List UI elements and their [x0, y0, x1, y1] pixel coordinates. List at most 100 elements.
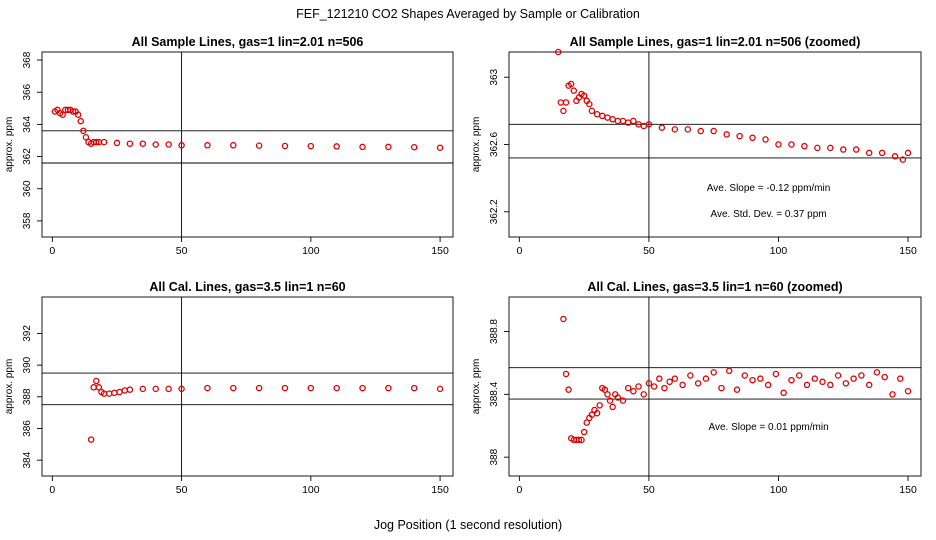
- data-point: [126, 386, 134, 393]
- y-tick-label: 388.4: [489, 381, 500, 406]
- data-point: [596, 402, 603, 409]
- x-tick-label: 0: [516, 484, 522, 496]
- data-point: [604, 391, 611, 398]
- data-point: [139, 140, 147, 147]
- x-tick-label: 50: [176, 245, 188, 257]
- data-point: [93, 138, 100, 146]
- data-point: [645, 380, 653, 387]
- x-tick-label: 100: [302, 484, 320, 496]
- data-point: [865, 149, 873, 157]
- data-point: [803, 381, 811, 389]
- y-tick-label: 366: [22, 83, 33, 100]
- data-point: [113, 139, 121, 147]
- panels: All Sample Lines, gas=1 lin=2.01 n=506 ap…: [4, 35, 922, 496]
- x-tick-label: 150: [431, 484, 449, 496]
- y-tick-label: 362.2: [489, 199, 500, 224]
- data-point: [697, 127, 704, 135]
- data-point: [77, 117, 85, 125]
- data-point: [656, 375, 663, 382]
- data-point: [630, 117, 637, 125]
- data-point: [788, 141, 795, 148]
- data-point: [865, 381, 873, 389]
- figure-title: FEF_121210 CO2 Shapes Averaged by Sample…: [296, 7, 640, 21]
- y-axis-label: approx. ppm: [471, 117, 482, 173]
- data-point: [635, 383, 642, 390]
- data-point: [666, 378, 673, 386]
- data-point: [757, 375, 764, 382]
- data-point: [904, 387, 912, 395]
- data-point: [567, 80, 575, 88]
- data-point: [436, 385, 444, 393]
- data-point: [385, 143, 392, 151]
- data-point: [307, 142, 315, 150]
- data-point: [741, 372, 749, 379]
- data-point: [645, 121, 653, 128]
- data-point: [723, 131, 730, 138]
- y-tick-label: 386: [22, 420, 33, 437]
- data-point: [152, 385, 159, 393]
- data-point: [410, 143, 418, 151]
- data-point: [575, 436, 583, 444]
- x-tick-label: 0: [516, 245, 522, 257]
- data-point: [333, 384, 340, 392]
- data-point: [726, 367, 733, 375]
- y-tick-label: 390: [22, 356, 33, 373]
- data-point: [139, 385, 147, 393]
- x-tick-label: 50: [176, 484, 188, 496]
- data-point: [780, 389, 787, 397]
- data-point: [126, 140, 134, 147]
- data-point: [307, 384, 315, 392]
- chart-panel-1: All Sample Lines, gas=1 lin=2.01 n=506 ap…: [4, 35, 454, 257]
- x-tick-label: 50: [643, 484, 655, 496]
- data-point: [580, 428, 588, 436]
- data-point: [671, 375, 679, 382]
- y-axis-label: approx. ppm: [4, 117, 15, 173]
- data-point: [609, 403, 616, 411]
- data-point: [811, 375, 819, 382]
- data-point: [165, 141, 172, 148]
- data-point: [762, 136, 769, 143]
- x-tick-label: 150: [431, 245, 449, 257]
- data-point: [702, 375, 710, 382]
- x-tick-label: 0: [49, 245, 55, 257]
- data-point: [333, 143, 340, 150]
- data-point: [624, 384, 632, 392]
- data-point: [619, 397, 627, 404]
- data-point: [661, 384, 668, 392]
- y-axis-label: approx. ppm: [471, 359, 482, 415]
- data-point: [650, 383, 658, 390]
- data-point: [82, 134, 90, 141]
- data-point: [775, 141, 782, 148]
- data-point: [840, 146, 847, 153]
- data-point: [904, 149, 912, 157]
- data-point: [230, 142, 237, 149]
- data-point: [899, 156, 907, 163]
- x-tick-label: 100: [302, 245, 320, 257]
- data-point: [255, 384, 263, 392]
- data-point: [554, 48, 562, 56]
- data-point: [772, 370, 780, 378]
- x-tick-label: 150: [899, 484, 917, 496]
- data-point: [694, 380, 702, 387]
- panel-title: All Sample Lines, gas=1 lin=2.01 n=506: [132, 35, 364, 49]
- annotation-text: Ave. Slope = -0.12 ppm/min: [707, 183, 831, 194]
- data-point: [684, 126, 692, 133]
- x-tick-label: 50: [643, 245, 655, 257]
- data-point: [881, 373, 888, 381]
- x-tick-label: 150: [899, 245, 917, 257]
- data-point: [95, 384, 103, 391]
- data-point: [827, 381, 834, 389]
- plot-frame: [41, 296, 454, 477]
- data-point: [640, 391, 647, 398]
- data-point: [736, 132, 743, 140]
- data-point: [230, 384, 237, 392]
- y-tick-label: 368: [22, 51, 33, 68]
- data-point: [100, 138, 108, 146]
- data-point: [93, 377, 100, 385]
- annotation-text: Ave. Slope = 0.01 ppm/min: [708, 422, 828, 433]
- y-axis-label: approx. ppm: [4, 359, 15, 415]
- data-point: [889, 391, 896, 398]
- data-point: [834, 372, 842, 379]
